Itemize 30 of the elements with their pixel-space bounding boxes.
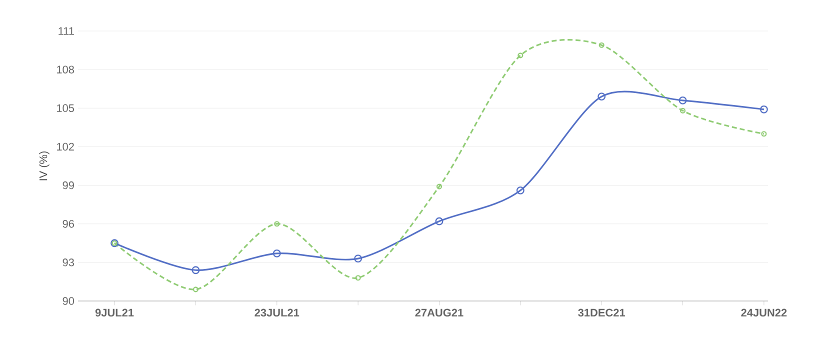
point <box>192 286 198 292</box>
point <box>436 184 442 190</box>
point <box>680 108 686 114</box>
point <box>355 275 361 281</box>
point <box>274 221 280 227</box>
point <box>761 131 767 137</box>
y-tick-label: 99 <box>62 181 74 190</box>
point <box>678 96 687 104</box>
y-tick-label: 90 <box>62 297 74 305</box>
y-tick-label: 108 <box>57 66 74 74</box>
point <box>192 266 200 274</box>
point <box>516 186 524 194</box>
point <box>354 254 362 263</box>
y-tick-label: 105 <box>57 104 74 112</box>
point <box>598 92 606 101</box>
y-axis-title: IV (%) <box>39 151 50 180</box>
x-tick-label: 23JUL21 <box>254 308 300 317</box>
y-tick-label: 93 <box>62 258 74 266</box>
y-tick-label: 96 <box>62 220 74 228</box>
y-tick-label: 102 <box>57 142 74 151</box>
x-tick-label: 27AUG21 <box>415 308 464 317</box>
point <box>518 52 524 58</box>
y-tick-label: 111 <box>58 27 74 35</box>
x-tick-label: 31DEC21 <box>578 308 626 317</box>
x-tick-label: 24JUN22 <box>741 308 787 317</box>
point <box>435 217 444 226</box>
x-tick-label: 9JUL21 <box>95 308 134 317</box>
point <box>760 105 768 114</box>
point <box>598 42 604 48</box>
point <box>272 249 281 258</box>
